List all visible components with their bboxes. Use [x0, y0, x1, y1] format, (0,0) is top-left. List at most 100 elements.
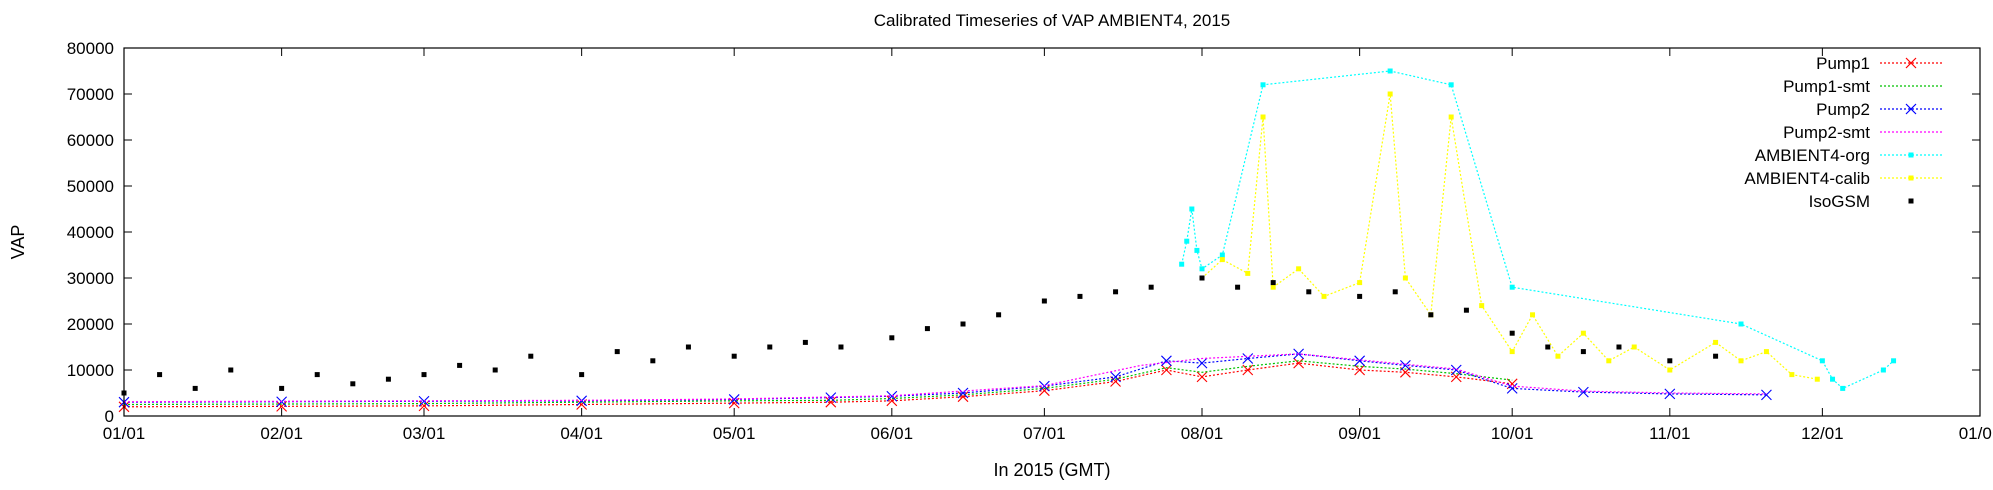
- data-point: [1580, 330, 1586, 336]
- data-point: [728, 394, 740, 405]
- x-tick-label: 09/01: [1338, 424, 1381, 443]
- data-point: [1880, 367, 1886, 373]
- legend-entry-pump2: Pump2: [1816, 100, 1942, 119]
- data-point: [1448, 114, 1454, 120]
- data-point: [1631, 344, 1637, 350]
- legend-label: Pump2: [1816, 100, 1870, 119]
- data-point: [1819, 358, 1825, 364]
- data-point: [1148, 284, 1154, 290]
- x-tick-label: 04/01: [560, 424, 603, 443]
- series-line: [123, 362, 1513, 408]
- data-point: [1306, 289, 1312, 295]
- data-point: [1219, 252, 1225, 258]
- data-point: [1242, 353, 1254, 364]
- data-point: [1577, 386, 1589, 398]
- data-point: [1664, 388, 1676, 400]
- x-tick-label: 10/01: [1491, 424, 1534, 443]
- data-point: [1357, 293, 1363, 299]
- data-point: [1196, 357, 1208, 369]
- data-point: [1667, 367, 1673, 373]
- data-point: [1184, 238, 1190, 244]
- data-point: [1761, 389, 1772, 401]
- data-point: [1270, 284, 1276, 290]
- data-point: [957, 391, 969, 403]
- data-point: [1448, 82, 1454, 88]
- data-point: [1077, 293, 1083, 299]
- series-line: [1181, 70, 1894, 390]
- legend-swatch-marker: [1908, 152, 1914, 158]
- data-point: [228, 367, 234, 373]
- data-point: [1194, 247, 1200, 253]
- data-point: [1245, 270, 1251, 276]
- data-point: [385, 376, 391, 382]
- legend-entry-isogsm: IsoGSM: [1809, 192, 1914, 211]
- data-point: [528, 353, 534, 359]
- data-point: [1270, 280, 1276, 286]
- legend-entry-pump2-smt: Pump2-smt: [1783, 123, 1942, 142]
- data-point: [1713, 353, 1719, 359]
- data-point: [1242, 364, 1254, 376]
- data-point: [1509, 284, 1515, 290]
- data-point: [1428, 312, 1434, 318]
- legend-entry-ambient4-org: AMBIENT4-org: [1755, 146, 1942, 165]
- data-point: [960, 321, 966, 327]
- data-point: [457, 362, 463, 368]
- x-tick-label: 01/01: [1959, 424, 1993, 443]
- legend-swatch-marker: [1908, 198, 1914, 204]
- data-point: [579, 372, 585, 378]
- data-point: [1463, 307, 1469, 313]
- data-point: [1509, 330, 1515, 336]
- x-tick-label: 06/01: [871, 424, 914, 443]
- data-point: [492, 367, 498, 373]
- data-point: [350, 381, 356, 387]
- data-point: [886, 395, 898, 407]
- legend-entry-pump1-smt: Pump1-smt: [1783, 77, 1942, 96]
- data-point: [1606, 358, 1612, 364]
- x-axis-label: In 2015 (GMT): [993, 460, 1110, 480]
- data-point: [1479, 303, 1485, 309]
- x-tick-label: 12/01: [1801, 424, 1844, 443]
- data-point: [825, 392, 837, 403]
- data-point: [1161, 364, 1172, 376]
- legend-label: Pump2-smt: [1783, 123, 1870, 142]
- data-point: [614, 349, 620, 355]
- data-point: [1199, 275, 1205, 281]
- data-point: [924, 326, 930, 332]
- plot-frame: [123, 47, 1981, 417]
- legend-entry-ambient4-calib: AMBIENT4-calib: [1744, 169, 1942, 188]
- data-point: [314, 372, 320, 378]
- y-tick-label: 10000: [67, 361, 114, 380]
- data-point: [1196, 371, 1208, 383]
- data-point: [1555, 353, 1561, 359]
- series-line: [123, 353, 1767, 403]
- series-line: [1201, 93, 1818, 380]
- data-point: [1789, 372, 1795, 378]
- data-point: [1667, 358, 1673, 364]
- series-pump2: [118, 348, 1772, 408]
- y-tick-label: 0: [105, 407, 114, 426]
- x-tick-label: 02/01: [260, 424, 303, 443]
- x-tick-label: 03/01: [403, 424, 446, 443]
- data-point: [838, 344, 844, 350]
- y-tick-label: 40000: [67, 223, 114, 242]
- legend-entry-pump1: Pump1: [1816, 54, 1942, 73]
- data-point: [1219, 257, 1225, 263]
- data-point: [1387, 68, 1393, 74]
- data-point: [1199, 266, 1205, 272]
- data-point: [1113, 289, 1119, 295]
- y-tick-label: 20000: [67, 315, 114, 334]
- data-point: [1402, 275, 1408, 281]
- data-point: [1814, 376, 1820, 382]
- data-point: [1354, 364, 1366, 376]
- data-point: [157, 372, 163, 378]
- data-point: [1530, 312, 1536, 318]
- series-line: [123, 360, 1513, 406]
- y-tick-label: 50000: [67, 177, 114, 196]
- data-point: [1296, 266, 1302, 272]
- legend: Pump1 Pump1-smt Pump2 Pump2-smt AMBIENT4-org…: [1744, 54, 1942, 211]
- legend-label: Pump1: [1816, 54, 1870, 73]
- data-point: [1891, 358, 1897, 364]
- legend-swatch-marker: [1905, 57, 1917, 69]
- data-point: [996, 312, 1002, 318]
- data-point: [1321, 293, 1327, 299]
